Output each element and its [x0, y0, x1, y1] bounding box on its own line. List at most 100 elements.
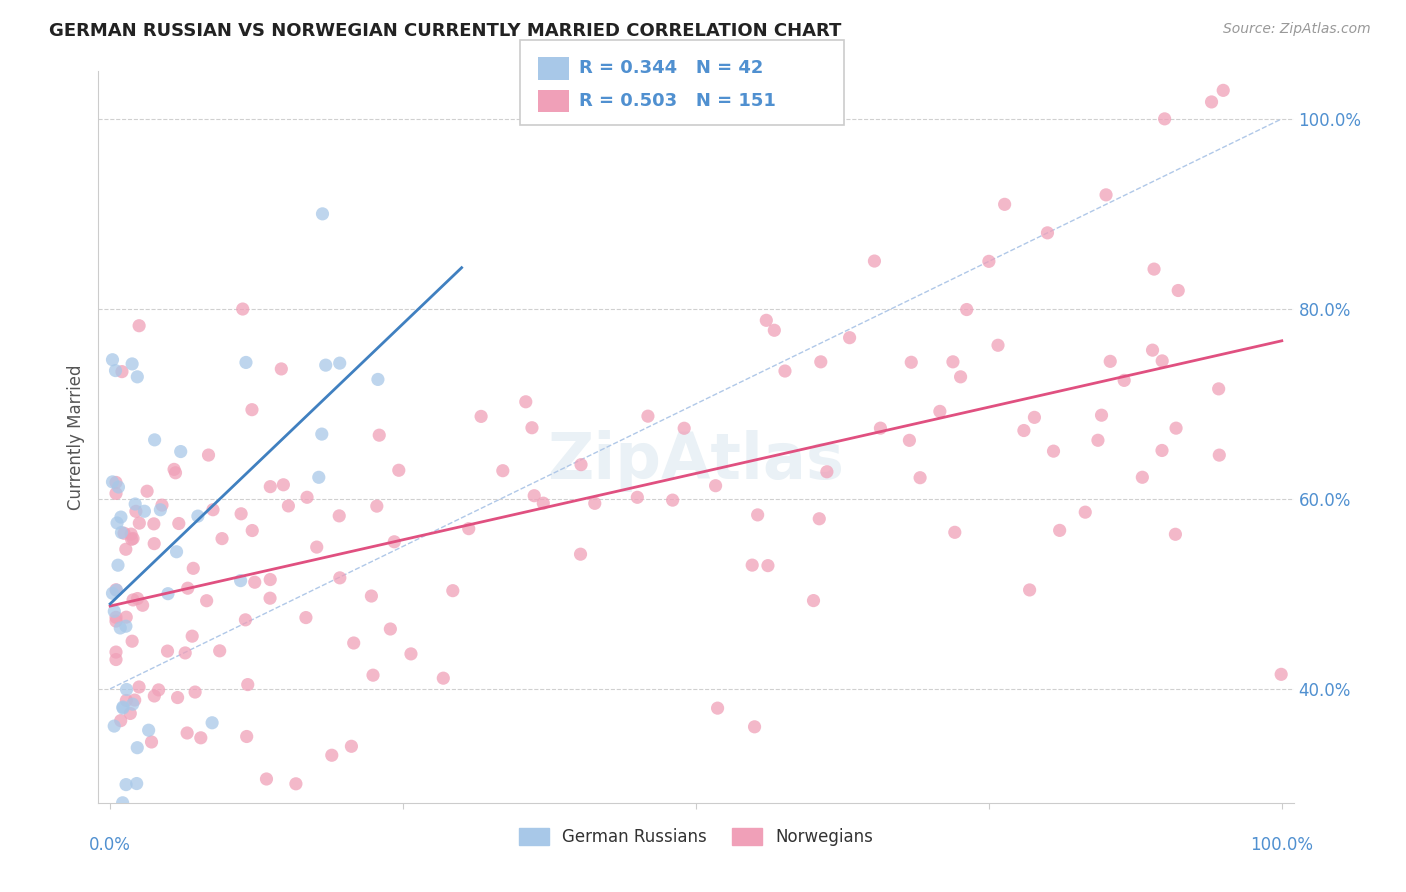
Point	[1164, 421, 1187, 435]
Point	[382, 534, 405, 549]
Point	[105, 516, 128, 530]
Point	[167, 516, 190, 531]
Point	[156, 587, 179, 601]
Point	[994, 197, 1017, 211]
Point	[120, 706, 142, 721]
Point	[1099, 354, 1122, 368]
Point	[143, 689, 166, 703]
Point	[863, 254, 886, 268]
Point	[277, 499, 299, 513]
Point	[900, 355, 922, 369]
Point	[388, 463, 411, 477]
Point	[190, 731, 212, 745]
Point	[1208, 448, 1230, 462]
Point	[181, 629, 204, 643]
Point	[240, 524, 263, 538]
Point	[1208, 382, 1230, 396]
Point	[1018, 582, 1040, 597]
Point	[311, 207, 333, 221]
Point	[121, 533, 143, 547]
Point	[808, 512, 831, 526]
Text: R = 0.344   N = 42: R = 0.344 N = 42	[579, 59, 763, 77]
Point	[673, 421, 696, 435]
Point	[176, 726, 198, 740]
Point	[755, 313, 778, 327]
Point	[399, 647, 422, 661]
Point	[115, 682, 138, 697]
Point	[115, 610, 138, 624]
Point	[869, 421, 891, 435]
Point	[626, 491, 648, 505]
Point	[120, 527, 142, 541]
Point	[156, 644, 179, 658]
Point	[170, 444, 193, 458]
Point	[340, 739, 363, 754]
Text: Source: ZipAtlas.com: Source: ZipAtlas.com	[1223, 22, 1371, 37]
Point	[105, 610, 128, 624]
Point	[208, 644, 231, 658]
Point	[284, 777, 307, 791]
Point	[101, 475, 124, 489]
Text: 100.0%: 100.0%	[1250, 836, 1313, 854]
Point	[756, 558, 779, 573]
Point	[110, 525, 132, 540]
Point	[1036, 226, 1059, 240]
Y-axis label: Currently Married: Currently Married	[66, 364, 84, 510]
Point	[810, 355, 832, 369]
Point	[270, 362, 292, 376]
Point	[380, 622, 402, 636]
Point	[803, 593, 825, 607]
Point	[328, 508, 350, 523]
Point	[105, 475, 128, 490]
Point	[256, 772, 278, 786]
Point	[987, 338, 1010, 352]
Point	[235, 730, 257, 744]
Point	[149, 502, 172, 516]
Point	[122, 593, 145, 607]
Point	[110, 714, 132, 728]
Point	[569, 547, 592, 561]
Point	[142, 516, 165, 531]
Point	[815, 465, 838, 479]
Point	[1114, 373, 1136, 387]
Point	[143, 433, 166, 447]
Point	[898, 434, 921, 448]
Point	[1142, 343, 1164, 358]
Point	[1130, 470, 1153, 484]
Point	[166, 545, 188, 559]
Point	[235, 355, 257, 369]
Point	[259, 591, 281, 606]
Point	[1167, 284, 1189, 298]
Point	[128, 516, 150, 530]
Point	[308, 470, 330, 484]
Point	[201, 715, 224, 730]
Point	[928, 404, 950, 418]
Point	[124, 497, 146, 511]
Point	[105, 645, 128, 659]
Point	[343, 636, 366, 650]
Point	[110, 510, 132, 524]
Point	[131, 599, 153, 613]
Point	[174, 646, 197, 660]
Point	[520, 421, 543, 435]
Point	[229, 507, 252, 521]
Point	[295, 490, 318, 504]
Point	[103, 719, 125, 733]
Point	[243, 575, 266, 590]
Point	[661, 493, 683, 508]
Point	[111, 700, 134, 714]
Point	[125, 504, 148, 518]
Point	[127, 740, 149, 755]
Text: 0.0%: 0.0%	[89, 836, 131, 854]
Point	[115, 778, 138, 792]
Point	[515, 394, 537, 409]
Point	[115, 693, 138, 707]
Point	[111, 365, 134, 379]
Point	[111, 701, 134, 715]
Point	[195, 593, 218, 607]
Point	[908, 471, 931, 485]
Point	[1164, 527, 1187, 541]
Point	[105, 614, 128, 628]
Point	[101, 586, 124, 600]
Point	[1074, 505, 1097, 519]
